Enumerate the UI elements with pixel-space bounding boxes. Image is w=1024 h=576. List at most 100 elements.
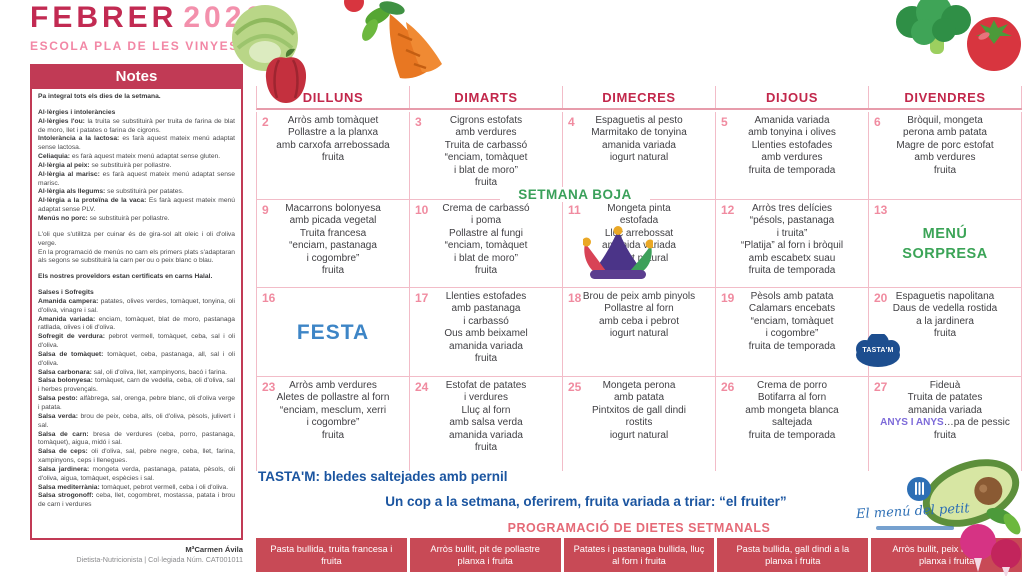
menu-line: fruita <box>474 176 498 188</box>
menu-line: Daus de vedella rostida <box>892 303 998 315</box>
menu-line: Espaguetis napolitana <box>895 291 995 302</box>
menu-cell-27: 27 Fideuà Truita de patates amanida variada… <box>869 377 1022 471</box>
menu-line: fruita <box>474 264 498 276</box>
note-paragraph: Salsa mediterrània: tomàquet, pebrot ver… <box>38 483 229 491</box>
menu-cell-13-menu-sorpresa: 13 MENÚ SORPRESA <box>869 200 1022 288</box>
date-number: 23 <box>262 380 276 394</box>
note-paragraph: Salsa pesto: alfàbrega, sal, orenga, peb… <box>38 395 235 411</box>
menu-cell-6: 6 Bròquil, mongeta perona amb patata Magre … <box>869 112 1022 200</box>
note-paragraph: Al·lèrgia al peix: se substituirà per po… <box>38 161 172 169</box>
menu-line: amanida variada <box>602 240 676 252</box>
weekday-header: DIJOUS <box>716 86 869 108</box>
menu-line: amb salsa verda <box>449 417 523 429</box>
menu-cell-5: 5 Amanida variada amb tonyina i olives Llen… <box>716 112 869 200</box>
note-paragraph: Amanida variada: enciam, tomàquet, blat … <box>38 315 235 332</box>
menu-line: Brou de peix amb pinyols <box>582 291 696 302</box>
menu-items: Fideuà Truita de patates amanida variada AN… <box>871 380 1019 442</box>
menu-line: Bròquil, mongeta <box>907 115 983 126</box>
diet-cell: Arròs bullit, pit de pollastre planxa i … <box>409 538 561 572</box>
notes-heading: Notes <box>32 66 241 89</box>
menu-items: Brou de peix amb pinyols Pollastre al for… <box>565 291 713 341</box>
menu-line: perona amb patata <box>903 127 987 139</box>
menu-line: amb verdures <box>914 152 976 164</box>
weekday-header: DIMARTS <box>410 86 563 108</box>
menu-cell-19: 19 Pèsols amb patata Calamars encebats “enc… <box>716 288 869 377</box>
menu-line: “pésols, pastanaga <box>749 215 835 227</box>
date-number: 27 <box>874 380 888 394</box>
tastam-note: TASTA'M: bledes saltejades amb pernil <box>258 469 508 484</box>
menu-line: “enciam, pastanaga <box>289 240 377 252</box>
menu-line: Truita de carbassó <box>444 139 528 151</box>
menu-line: Pollastre al fungi <box>449 227 523 239</box>
menu-items: Macarrons bolonyesa amb picada vegetal Tru… <box>259 203 407 277</box>
menu-cell-24: 24 Estofat de patates i verdures Lluç al fo… <box>410 377 563 471</box>
note-paragraph: Salses i Sofregits <box>38 289 94 297</box>
cloud-icon <box>856 332 900 367</box>
menu-line: Macarrons bolonyesa <box>285 203 381 214</box>
school-name: ESCOLA PLA DE LES VINYES <box>30 38 239 53</box>
menu-line: i truita” <box>776 227 808 239</box>
menu-line: Marmitako de tonyina <box>591 127 687 139</box>
menu-items: Arròs amb tomàquet Pollastre a la planxa a… <box>259 115 407 165</box>
menu-line: fruita <box>321 429 345 441</box>
menu-items: Mongeta perona amb patata Pintxitos de gal… <box>565 380 713 442</box>
menu-items: Mongeta pinta estofada Lluç arrebossat aman… <box>565 203 713 265</box>
menu-cell-9: 9 Macarrons bolonyesa amb picada vegetal Tr… <box>257 200 410 288</box>
note-paragraph: Al·lèrgies l'ou: la truita se substituir… <box>38 117 235 134</box>
menu-line: Truita francesa <box>299 227 367 239</box>
menu-line: i cogombre” <box>765 328 819 340</box>
menu-items: MENÚ SORPRESA <box>871 203 1019 287</box>
menu-line: rostits <box>625 417 653 429</box>
tastam-badge-label: TASTA'M <box>862 347 894 354</box>
date-number: 4 <box>568 115 575 129</box>
weekday-header-row: DILLUNS DIMARTS DIMECRES DIJOUS DIVENDRES <box>256 86 1022 110</box>
dietitian-name: MªCarmen Ávila <box>185 545 243 554</box>
diet-cell: Patates i pastanaga bullida, lluç al for… <box>563 538 715 572</box>
menu-line: fruita de temporada <box>748 164 836 176</box>
menu-line: fruita <box>474 352 498 364</box>
menu-line: amanida variada <box>449 340 523 352</box>
menu-line: iogurt natural <box>609 252 669 264</box>
date-number: 17 <box>415 291 429 305</box>
menu-line: Llenties estofades <box>445 291 527 302</box>
menu-line: Lluç arrebossat <box>604 227 674 239</box>
dietitian-credentials: Dietista-Nutricionista | Col·legiada Núm… <box>76 554 243 564</box>
menu-line: fruita <box>933 164 957 176</box>
note-paragraph: Salsa de ceps: oli d'oliva, sal, pebre n… <box>38 448 235 465</box>
year-title: 2026 <box>183 1 267 34</box>
menu-cell-12: 12 Arròs tres delícies “pésols, pastanaga i… <box>716 200 869 288</box>
menu-line: amb pastanaga <box>451 303 521 315</box>
menu-line: a la jardinera <box>916 315 974 327</box>
logo-circle-icon <box>907 477 931 501</box>
menu-line: amb escabetx suau <box>748 252 836 264</box>
note-paragraph: Al·lèrgia als llegums: se substituirà pe… <box>38 188 184 196</box>
menu-line: amb verdures <box>455 127 517 139</box>
note-paragraph: Al·lèrgia a la proteïna de la vaca: Es f… <box>38 197 235 214</box>
menu-line: i blat de moro” <box>454 164 518 176</box>
brand-logo: El menú del petit <box>852 476 982 538</box>
menu-line: ANYS I ANYS…pa de pessic <box>880 417 1010 429</box>
menu-cell-26: 26 Crema de porro Botifarra al forn amb mon… <box>716 377 869 471</box>
date-number: 2 <box>262 115 269 129</box>
menu-line: amanida variada <box>908 404 982 416</box>
menu-line: MENÚ <box>922 226 968 243</box>
setmana-boja-label: SETMANA BOJA <box>500 187 650 202</box>
menu-items: Espaguetis napolitana Daus de vedella ros… <box>871 291 1019 341</box>
note-paragraph: Sofregit de verdura: pebrot vermell, tom… <box>38 333 235 350</box>
menu-line: Arròs amb verdures <box>289 380 377 391</box>
menu-cell-3: 3 Cigrons estofats amb verdures Truita de c… <box>410 112 563 200</box>
menu-line: i verdures <box>464 392 508 404</box>
menu-line: “enciam, tomàquet <box>444 240 528 252</box>
note-paragraph: Salsa de tomàquet: tomàquet, ceba, pasta… <box>38 350 235 367</box>
menu-items: FESTA <box>259 291 407 376</box>
notes-panel: Notes Pa integral tots els dies de la se… <box>30 64 243 540</box>
menu-cell-23: 23 Arròs amb verdures Aletes de pollastre … <box>257 377 410 471</box>
date-number: 13 <box>874 203 888 217</box>
menu-cell-11: 11 Mongeta pinta estofada Lluç arrebossat am… <box>563 200 716 288</box>
note-paragraph: Salsa de carn: bresa de verdures (ceba, … <box>38 430 235 447</box>
diet-cells-row: Pasta bullida, truita francesa i fruita A… <box>256 538 1022 572</box>
note-paragraph: Celiaquia: es farà aquest mateix menú ad… <box>38 153 221 161</box>
date-number: 12 <box>721 203 735 217</box>
menu-line: Pintxitos de gall dindi <box>592 404 686 416</box>
menu-line: Mongeta pinta <box>607 203 671 214</box>
